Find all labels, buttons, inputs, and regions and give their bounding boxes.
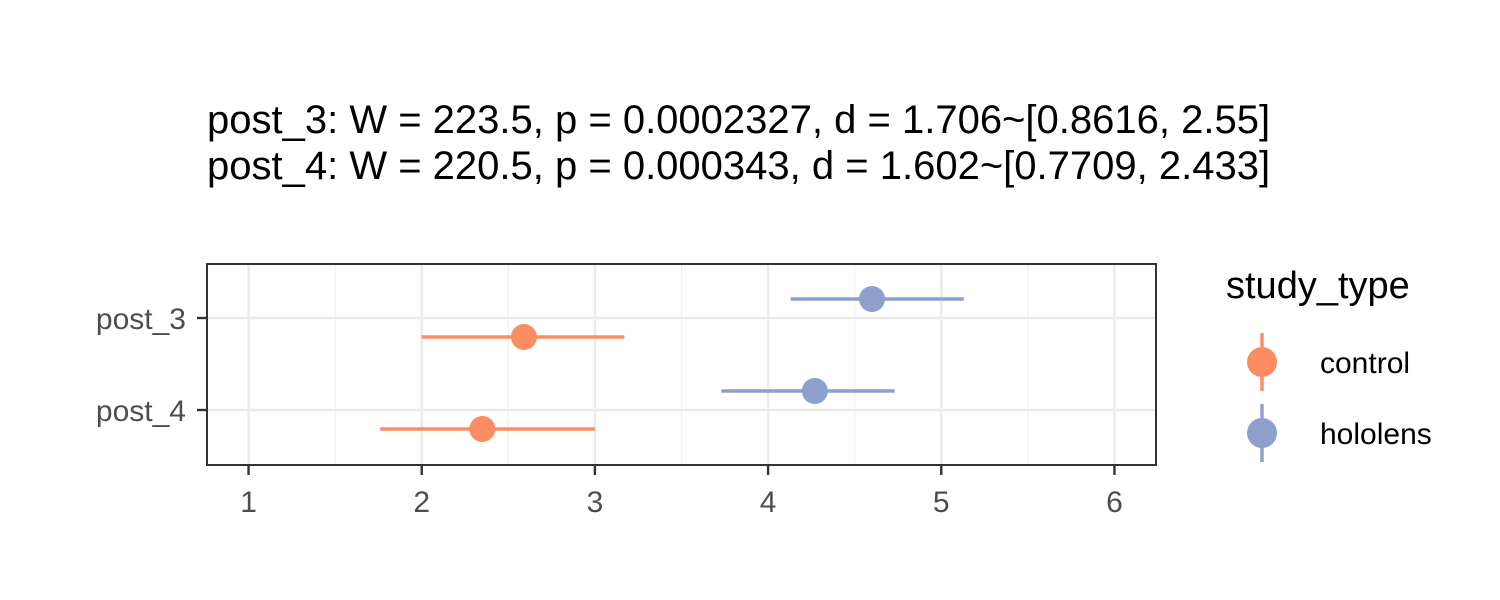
legend-label: hololens	[1320, 418, 1432, 451]
legend: study_type control hololens	[1226, 265, 1432, 462]
y-tick-label: post_3	[96, 303, 186, 336]
data-marks	[380, 286, 964, 442]
legend-label: control	[1320, 347, 1410, 380]
mean-point	[858, 286, 885, 312]
axes: 1 2 3 4 5 6 post_3 post_4	[96, 303, 1123, 519]
legend-key-point	[1247, 347, 1277, 377]
x-tick-label: 3	[587, 486, 604, 519]
data-point-control-post_4	[380, 416, 595, 442]
legend-item-control: control	[1247, 333, 1410, 391]
legend-key-point	[1247, 418, 1277, 448]
mean-point	[469, 416, 496, 442]
title-line-1: post_3: W = 223.5, p = 0.0002327, d = 1.…	[207, 98, 1270, 142]
data-point-hololens-post_3	[790, 286, 964, 312]
x-tick-label: 4	[760, 486, 777, 519]
chart-title: post_3: W = 223.5, p = 0.0002327, d = 1.…	[207, 98, 1270, 188]
y-tick-label: post_4	[96, 395, 186, 428]
title-line-2: post_4: W = 220.5, p = 0.000343, d = 1.6…	[207, 144, 1270, 188]
legend-item-hololens: hololens	[1247, 404, 1432, 462]
x-tick-label: 1	[240, 486, 257, 519]
data-point-control-post_3	[421, 324, 625, 350]
x-tick-label: 2	[413, 486, 430, 519]
data-point-hololens-post_4	[721, 378, 895, 404]
x-tick-label: 5	[933, 486, 950, 519]
legend-title: study_type	[1226, 265, 1410, 307]
plot-border	[206, 263, 1157, 466]
grid-lines	[207, 264, 1156, 465]
mean-point	[801, 378, 828, 404]
mean-point	[510, 324, 537, 350]
x-tick-label: 6	[1106, 486, 1123, 519]
